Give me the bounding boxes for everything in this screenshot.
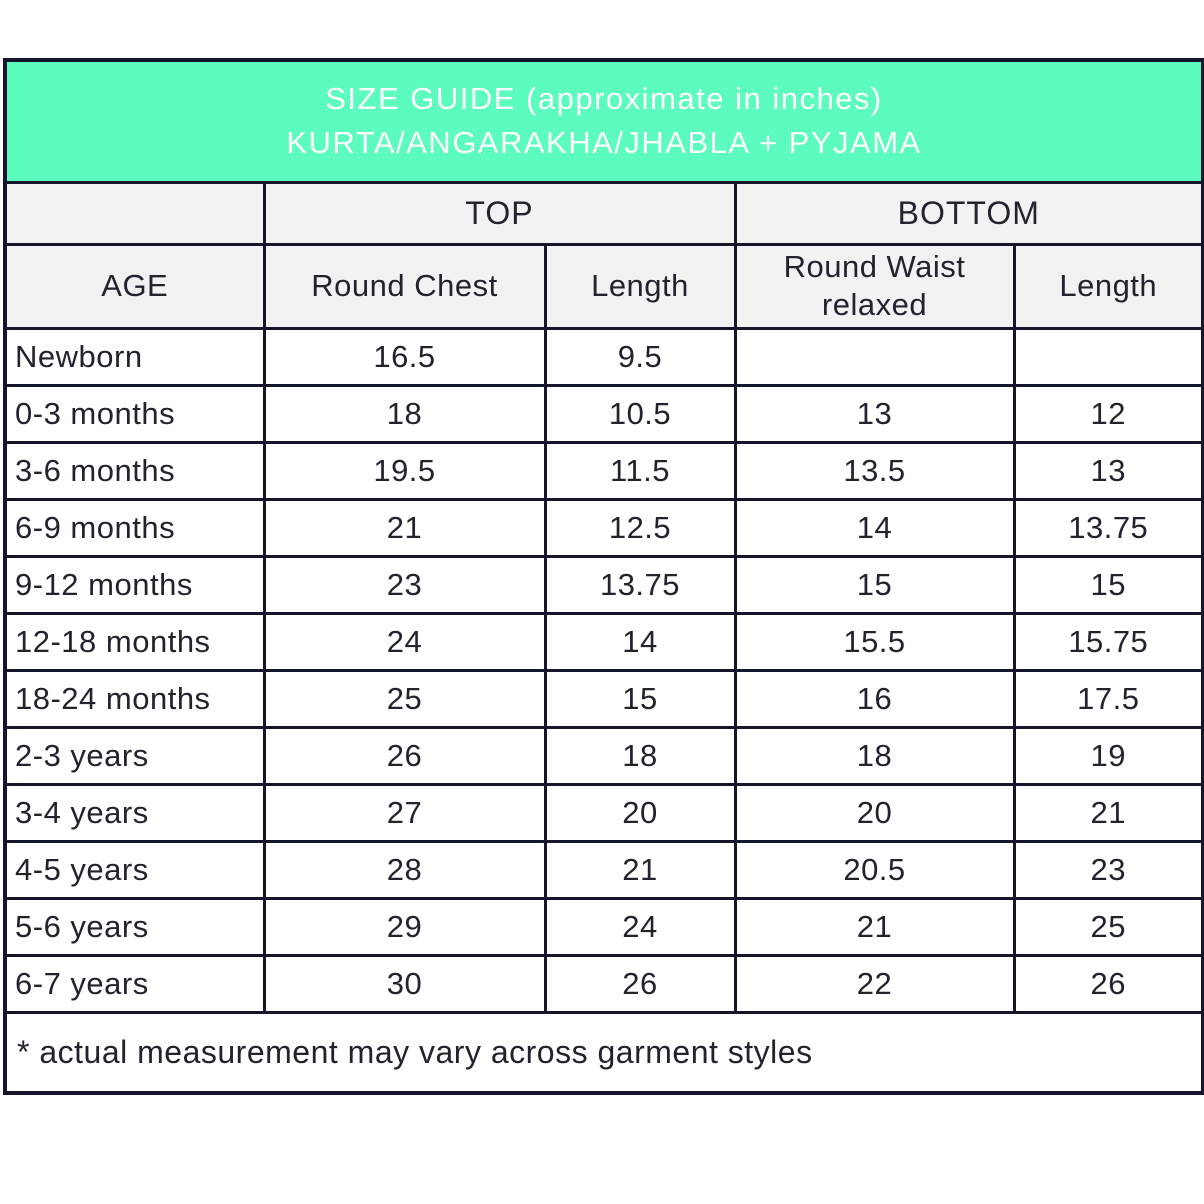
bottom-length-cell [1012, 327, 1204, 387]
table-row: 3-4 years 27 20 20 21 [3, 783, 1204, 843]
group-header-top: TOP [262, 180, 737, 246]
round-chest-cell: 19.5 [262, 441, 547, 501]
bottom-length-cell: 19 [1012, 726, 1204, 786]
bottom-length-cell: 26 [1012, 954, 1204, 1014]
round-chest-cell: 28 [262, 840, 547, 900]
round-waist-cell: 21 [733, 897, 1016, 957]
size-guide-title: SIZE GUIDE (approximate in inches) KURTA… [3, 58, 1204, 184]
round-waist-cell [733, 327, 1016, 387]
table-row: Newborn 16.5 9.5 [3, 327, 1204, 387]
top-length-cell: 15 [543, 669, 737, 729]
column-header-row: AGE Round Chest Length Round Waist relax… [3, 242, 1204, 330]
round-waist-cell: 15 [733, 555, 1016, 615]
table-row: 2-3 years 26 18 18 19 [3, 726, 1204, 786]
table-row: 6-9 months 21 12.5 14 13.75 [3, 498, 1204, 558]
top-length-cell: 20 [543, 783, 737, 843]
round-chest-cell: 21 [262, 498, 547, 558]
top-length-cell: 11.5 [543, 441, 737, 501]
top-length-cell: 18 [543, 726, 737, 786]
bottom-length-cell: 15.75 [1012, 612, 1204, 672]
top-length-cell: 14 [543, 612, 737, 672]
round-chest-cell: 25 [262, 669, 547, 729]
footnote-row: * actual measurement may vary across gar… [3, 1011, 1204, 1094]
age-cell: 4-5 years [3, 840, 266, 900]
column-header-top-length: Length [543, 242, 737, 330]
top-length-cell: 24 [543, 897, 737, 957]
round-waist-cell: 18 [733, 726, 1016, 786]
round-waist-cell: 20.5 [733, 840, 1016, 900]
column-header-round-chest: Round Chest [262, 242, 547, 330]
age-cell: Newborn [3, 327, 266, 387]
table-row: 3-6 months 19.5 11.5 13.5 13 [3, 441, 1204, 501]
group-header-empty [3, 180, 266, 246]
age-cell: 6-9 months [3, 498, 266, 558]
age-cell: 3-6 months [3, 441, 266, 501]
age-cell: 0-3 months [3, 384, 266, 444]
age-cell: 18-24 months [3, 669, 266, 729]
age-cell: 5-6 years [3, 897, 266, 957]
size-guide-table: SIZE GUIDE (approximate in inches) KURTA… [3, 58, 1204, 1095]
age-cell: 3-4 years [3, 783, 266, 843]
column-header-bottom-length: Length [1012, 242, 1204, 330]
group-header-row: TOP BOTTOM [3, 180, 1204, 246]
column-header-age: AGE [3, 242, 266, 330]
table-row: 5-6 years 29 24 21 25 [3, 897, 1204, 957]
age-cell: 6-7 years [3, 954, 266, 1014]
round-chest-cell: 18 [262, 384, 547, 444]
round-chest-cell: 29 [262, 897, 547, 957]
round-waist-cell: 14 [733, 498, 1016, 558]
top-length-cell: 10.5 [543, 384, 737, 444]
column-header-round-waist: Round Waist relaxed [733, 242, 1016, 330]
table-row: 9-12 months 23 13.75 15 15 [3, 555, 1204, 615]
age-cell: 12-18 months [3, 612, 266, 672]
top-length-cell: 12.5 [543, 498, 737, 558]
group-header-bottom: BOTTOM [733, 180, 1204, 246]
top-length-cell: 21 [543, 840, 737, 900]
table-row: 4-5 years 28 21 20.5 23 [3, 840, 1204, 900]
round-waist-cell: 13.5 [733, 441, 1016, 501]
top-length-cell: 26 [543, 954, 737, 1014]
bottom-length-cell: 12 [1012, 384, 1204, 444]
round-chest-cell: 30 [262, 954, 547, 1014]
age-cell: 9-12 months [3, 555, 266, 615]
round-waist-cell: 22 [733, 954, 1016, 1014]
bottom-length-cell: 23 [1012, 840, 1204, 900]
top-length-cell: 9.5 [543, 327, 737, 387]
round-chest-cell: 23 [262, 555, 547, 615]
round-chest-cell: 16.5 [262, 327, 547, 387]
round-waist-cell: 20 [733, 783, 1016, 843]
table-row: 0-3 months 18 10.5 13 12 [3, 384, 1204, 444]
title-line-2: KURTA/ANGARAKHA/JHABLA + PYJAMA [286, 125, 922, 161]
table-row: 18-24 months 25 15 16 17.5 [3, 669, 1204, 729]
top-length-cell: 13.75 [543, 555, 737, 615]
bottom-length-cell: 13.75 [1012, 498, 1204, 558]
round-waist-cell: 13 [733, 384, 1016, 444]
bottom-length-cell: 13 [1012, 441, 1204, 501]
round-chest-cell: 27 [262, 783, 547, 843]
table-row: 12-18 months 24 14 15.5 15.75 [3, 612, 1204, 672]
title-line-1: SIZE GUIDE (approximate in inches) [325, 81, 883, 117]
title-row: SIZE GUIDE (approximate in inches) KURTA… [3, 58, 1204, 184]
round-chest-cell: 26 [262, 726, 547, 786]
bottom-length-cell: 15 [1012, 555, 1204, 615]
round-waist-cell: 16 [733, 669, 1016, 729]
bottom-length-cell: 17.5 [1012, 669, 1204, 729]
table-row: 6-7 years 30 26 22 26 [3, 954, 1204, 1014]
round-waist-cell: 15.5 [733, 612, 1016, 672]
footnote-text: * actual measurement may vary across gar… [3, 1011, 1204, 1094]
age-cell: 2-3 years [3, 726, 266, 786]
round-chest-cell: 24 [262, 612, 547, 672]
bottom-length-cell: 21 [1012, 783, 1204, 843]
bottom-length-cell: 25 [1012, 897, 1204, 957]
